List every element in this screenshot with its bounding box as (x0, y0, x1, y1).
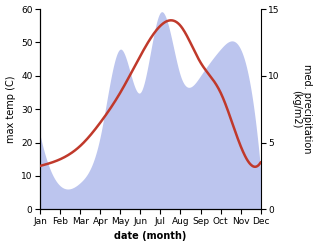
Y-axis label: med. precipitation
(kg/m2): med. precipitation (kg/m2) (291, 64, 313, 154)
Y-axis label: max temp (C): max temp (C) (5, 75, 16, 143)
X-axis label: date (month): date (month) (114, 231, 187, 242)
